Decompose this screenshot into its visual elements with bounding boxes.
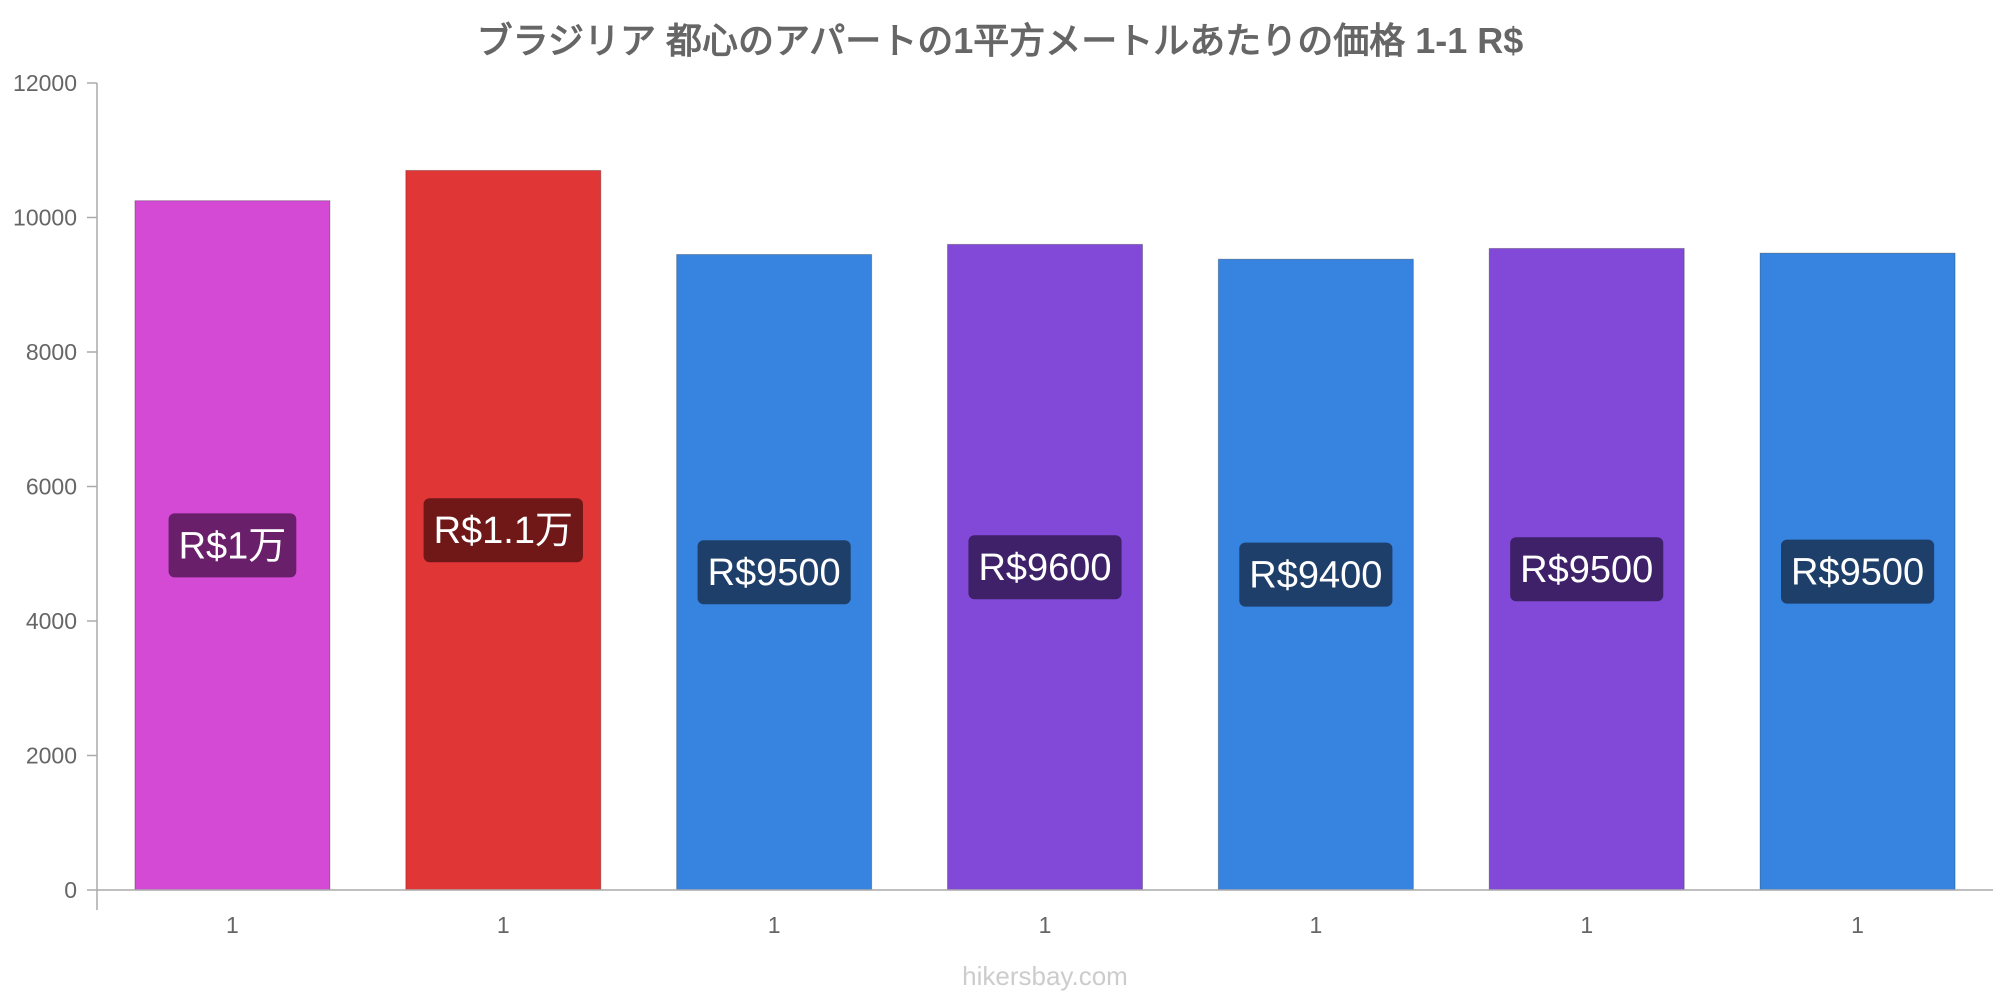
data-label-background [1239,542,1393,607]
data-label-background [1510,537,1664,602]
y-tick-label: 12000 [13,70,77,96]
x-tick-label: 1 [1851,912,1864,938]
y-tick-label: 10000 [13,205,77,231]
data-label: R$9500 [697,540,851,605]
data-label: R$1.1万 [423,498,583,563]
data-label-background [1781,539,1935,604]
y-axis: 0 2000 4000 6000 8000 10000 12000 [13,70,98,910]
data-label-text: R$9400 [1249,555,1382,597]
data-label-text: R$9500 [708,552,841,594]
data-label-background [697,540,851,605]
data-label-background [968,535,1122,600]
data-label-background [423,498,583,563]
bars-group [134,169,1956,891]
data-label-text: R$1万 [179,525,287,567]
x-tick-label: 1 [1580,912,1593,938]
y-tick-label: 4000 [26,608,77,634]
y-tick-label: 8000 [26,339,77,365]
data-label-text: R$9500 [1791,552,1924,594]
data-label: R$9400 [1239,542,1393,607]
source-watermark: hikersbay.com [962,961,1128,991]
data-label: R$9500 [1510,537,1664,602]
y-tick-label: 2000 [26,743,77,769]
data-label-background [168,513,297,578]
data-labels-group: R$1万 R$1.1万 R$9500 R$9600 R$9400 R$9500 R$9500 [168,498,1935,607]
chart-title: ブラジリア 都心のアパートの1平方メートルあたりの価格 1-1 R$ [477,20,1524,61]
data-label-text: R$9500 [1520,549,1653,591]
data-label: R$1万 [168,513,297,578]
y-tick-label: 6000 [26,474,77,500]
x-axis: 1 1 1 1 1 1 1 [97,889,1993,938]
x-tick-label: 1 [1309,912,1322,938]
data-label: R$9500 [1781,539,1935,604]
data-label: R$9600 [968,535,1122,600]
x-tick-label: 1 [1039,912,1052,938]
x-tick-label: 1 [497,912,510,938]
data-label-text: R$1.1万 [434,510,573,552]
data-label-text: R$9600 [978,547,1111,589]
y-tick-label: 0 [64,877,77,903]
x-tick-label: 1 [768,912,781,938]
x-tick-label: 1 [226,912,239,938]
